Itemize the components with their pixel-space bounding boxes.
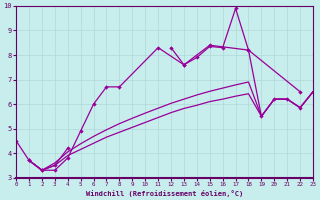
X-axis label: Windchill (Refroidissement éolien,°C): Windchill (Refroidissement éolien,°C) (86, 190, 243, 197)
